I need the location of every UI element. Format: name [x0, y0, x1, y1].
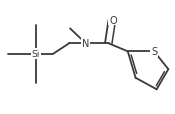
Text: N: N [82, 39, 89, 49]
Text: S: S [151, 47, 157, 57]
Text: Si: Si [32, 50, 40, 59]
Text: O: O [109, 16, 117, 25]
